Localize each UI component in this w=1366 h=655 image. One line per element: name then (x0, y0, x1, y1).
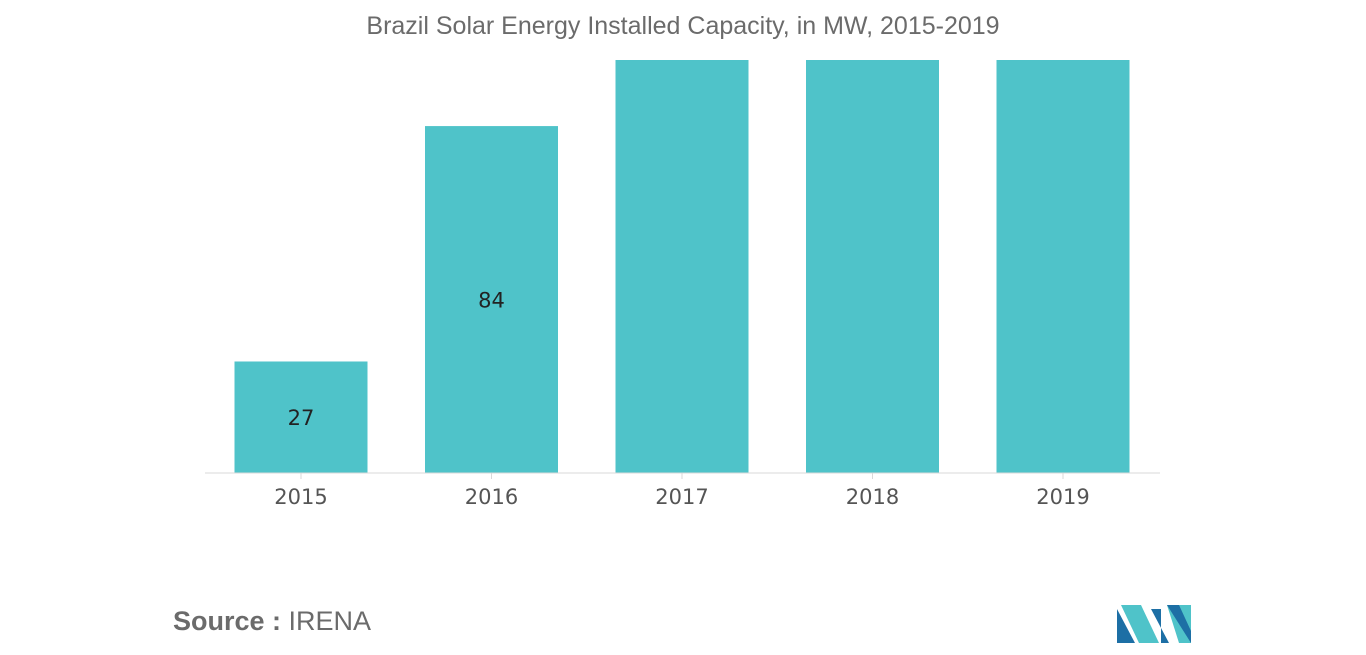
bar-2017 (615, 60, 749, 473)
chart-title: Brazil Solar Energy Installed Capacity, … (366, 12, 1000, 40)
data-label-2015: 27 (288, 406, 315, 430)
bar-2015 (234, 361, 368, 473)
bar-chart: 2015 27 2016 84 2017 2018 2019 (205, 60, 1160, 509)
source-note: Source : IRENA (173, 606, 371, 637)
x-tick-label-2019: 2019 (1036, 485, 1089, 509)
bars-group (234, 60, 1130, 473)
mordor-logo-icon (1117, 605, 1191, 643)
x-tick-label-2016: 2016 (465, 485, 518, 509)
bar-2018 (806, 60, 939, 473)
labels-group: 2015 27 2016 84 2017 2018 2019 (274, 289, 1089, 509)
bar-2019 (996, 60, 1130, 473)
x-tick-label-2018: 2018 (846, 485, 899, 509)
x-tick-label-2017: 2017 (655, 485, 708, 509)
x-ticks-group (300, 473, 1064, 479)
data-label-2016: 84 (478, 289, 505, 313)
source-value: IRENA (288, 606, 372, 636)
source-label: Source : (173, 606, 282, 636)
x-tick-label-2015: 2015 (274, 485, 327, 509)
bar-2016 (425, 126, 558, 473)
